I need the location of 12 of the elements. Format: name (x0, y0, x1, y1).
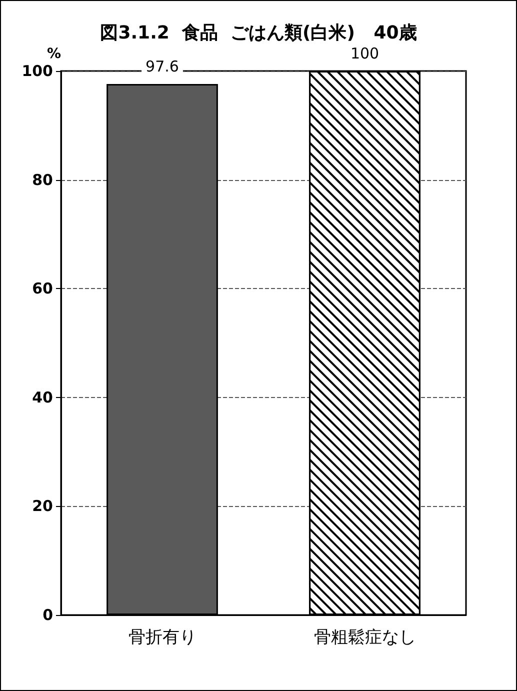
y-tick-label: 80 (32, 170, 53, 189)
x-tick-label: 骨折有り (128, 628, 196, 648)
data-label: 97.6 (146, 58, 179, 76)
y-tick-label: 100 (22, 62, 53, 80)
y-tick-label: 60 (32, 280, 53, 298)
y-tick-label: 20 (32, 497, 53, 516)
x-tick-label: 骨粗鬆症なし (314, 628, 416, 648)
y-tick-label: 0 (42, 606, 53, 624)
chart-title: 図3.1.2 食品 ごはん類(白米) 40歳 (100, 22, 417, 44)
data-label: 100 (350, 44, 380, 62)
y-axis-title: % (46, 46, 61, 62)
y-tick-label: 40 (32, 388, 53, 406)
